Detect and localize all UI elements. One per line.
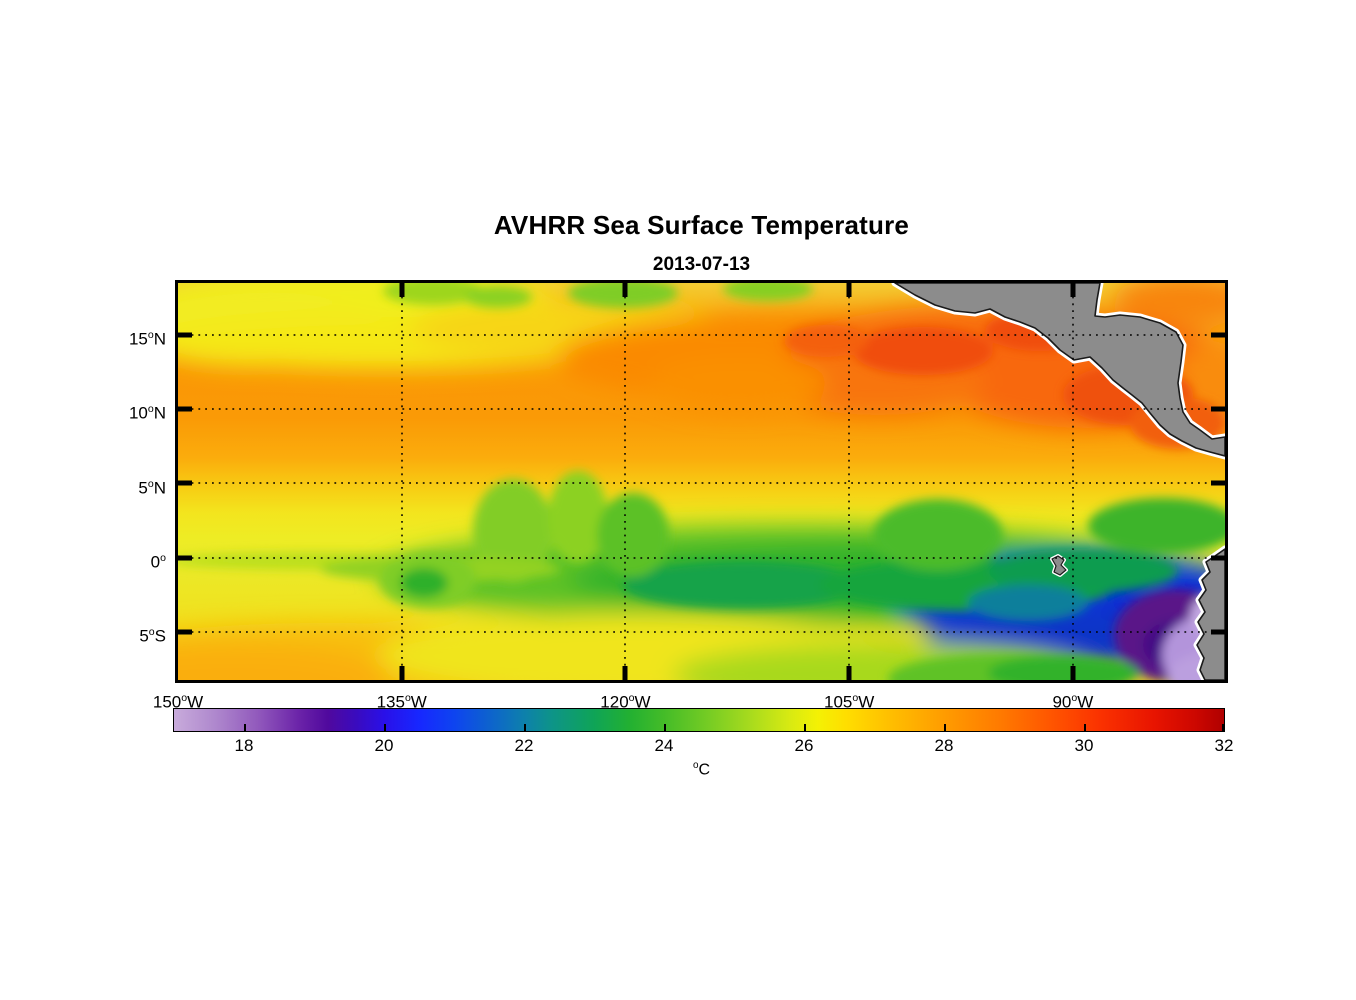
grid-lines: [178, 283, 1225, 680]
colorbar-tick: [524, 724, 526, 731]
colorbar-tick-label: 20: [374, 736, 394, 755]
colorbar-tick-label: 24: [654, 736, 674, 755]
y-tick-label: 15oN: [128, 329, 166, 349]
plot-subtitle: 2013-07-13: [652, 254, 751, 275]
colorbar-gradient: [174, 709, 1224, 731]
colorbar-tick-label: 32: [1214, 736, 1234, 755]
colorbar-unit-label: oC: [692, 760, 711, 779]
colorbar-tick: [1222, 724, 1224, 731]
colorbar-tick-label: 30: [1074, 736, 1094, 755]
colorbar-tick-label: 18: [234, 736, 254, 755]
land-south-america: [1193, 545, 1225, 680]
y-tick-label: 10oN: [128, 403, 166, 424]
sst-map-svg: [178, 283, 1225, 680]
colorbar-tick: [244, 724, 246, 731]
y-tick-label: 0o: [150, 552, 166, 572]
colorbar-tick: [804, 724, 806, 731]
colorbar-tick-label: 26: [794, 736, 814, 755]
x-tick-label: 150oW: [152, 692, 204, 712]
colorbar-tick: [384, 724, 386, 731]
colorbar-tick-label: 28: [934, 736, 954, 755]
colorbar-tick: [944, 724, 946, 731]
colorbar-tick-label: 22: [514, 736, 534, 755]
plot-title: AVHRR Sea Surface Temperature: [493, 210, 910, 240]
sst-map: [175, 280, 1228, 683]
x-tick-label: 105oW: [824, 692, 875, 712]
x-tick-label: 120oW: [600, 692, 651, 712]
colorbar: [173, 708, 1225, 732]
colorbar-tick: [664, 724, 666, 731]
land-mexico-central-america: [891, 283, 1225, 460]
y-tick-label: 5oN: [138, 477, 166, 498]
x-tick-label: 90oW: [1052, 692, 1094, 712]
galapagos-island: [1050, 554, 1068, 577]
x-tick-label: 135oW: [376, 692, 427, 712]
axis-ticks: [178, 283, 1225, 680]
colorbar-tick: [1084, 724, 1086, 731]
y-tick-label: 5oS: [139, 626, 166, 647]
